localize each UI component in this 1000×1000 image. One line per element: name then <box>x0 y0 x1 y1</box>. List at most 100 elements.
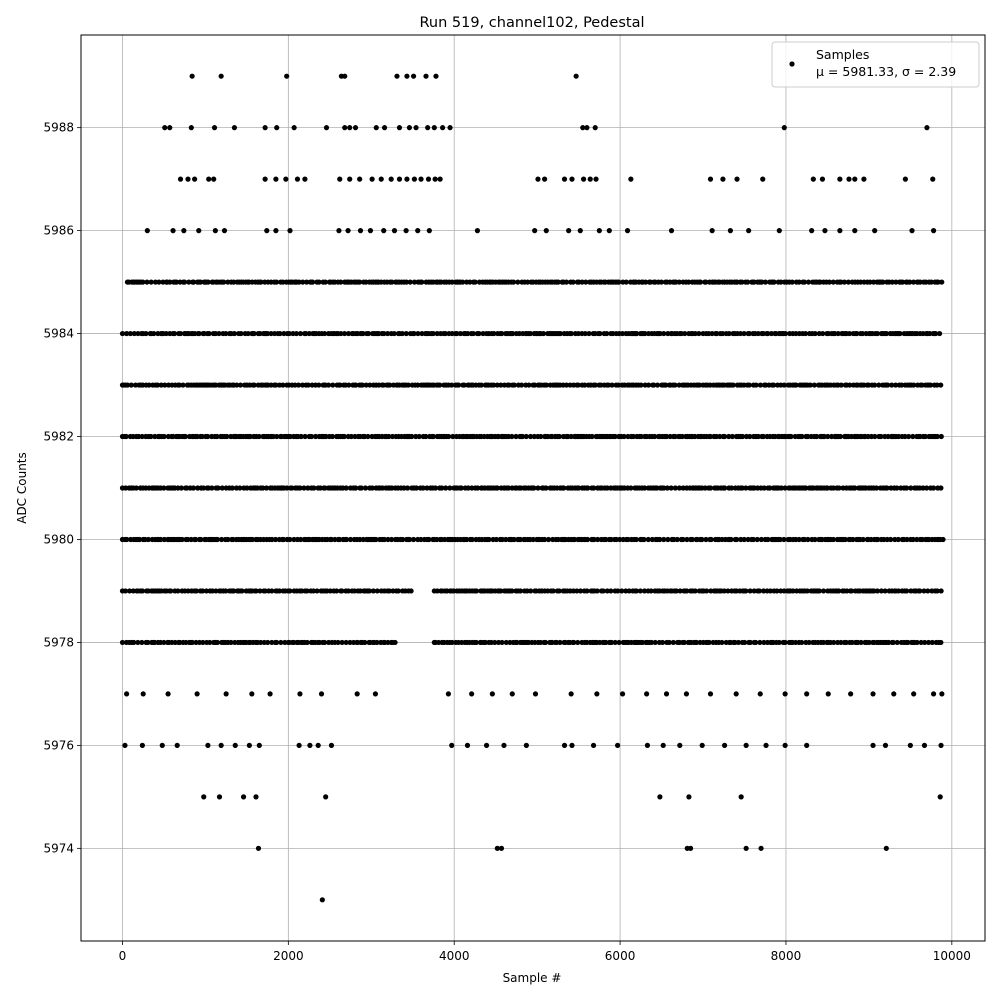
data-point <box>239 588 245 594</box>
data-point <box>205 742 211 748</box>
data-point <box>545 536 552 543</box>
data-point <box>357 279 363 285</box>
data-point <box>223 691 229 697</box>
x-tick-label: 8000 <box>771 949 802 963</box>
data-point <box>924 125 930 131</box>
data-point <box>918 639 924 646</box>
data-point <box>418 536 424 543</box>
data-point <box>917 588 923 594</box>
data-point <box>400 536 406 543</box>
data-point <box>778 279 784 285</box>
data-point <box>442 330 449 337</box>
data-point <box>673 588 680 594</box>
data-point <box>677 742 683 748</box>
data-point <box>273 279 280 285</box>
data-point <box>692 588 698 594</box>
data-point <box>189 639 195 646</box>
data-point <box>413 125 419 131</box>
data-point <box>284 485 290 491</box>
data-point <box>297 691 303 697</box>
data-point <box>880 279 886 285</box>
data-point <box>426 536 432 543</box>
data-point <box>328 742 335 748</box>
data-point <box>322 279 328 285</box>
data-point <box>478 382 484 388</box>
data-point <box>287 536 293 543</box>
data-point <box>830 536 836 543</box>
data-point <box>304 639 310 646</box>
data-point <box>935 279 941 285</box>
data-point <box>119 639 126 646</box>
data-point <box>193 536 199 543</box>
data-point <box>302 176 308 182</box>
data-point <box>135 639 141 646</box>
data-point <box>725 588 731 594</box>
data-point <box>776 639 782 646</box>
data-point <box>219 485 225 491</box>
data-point <box>158 536 164 543</box>
data-point <box>413 485 420 491</box>
data-point <box>489 691 495 697</box>
data-point <box>407 279 413 285</box>
data-point <box>280 382 286 388</box>
data-point <box>161 639 167 646</box>
data-point <box>803 485 809 491</box>
data-point <box>542 176 548 182</box>
data-point <box>805 536 811 543</box>
data-point <box>781 382 787 388</box>
data-point <box>454 330 460 337</box>
data-point <box>692 330 698 337</box>
data-point <box>258 639 264 646</box>
data-point <box>188 125 194 131</box>
data-point <box>357 176 363 182</box>
data-point <box>231 588 237 594</box>
data-point <box>761 485 767 491</box>
data-point <box>645 382 652 388</box>
data-point <box>782 330 789 337</box>
x-tick-label: 2000 <box>273 949 304 963</box>
data-point <box>782 742 788 748</box>
data-point <box>347 536 354 543</box>
data-point <box>193 588 200 594</box>
data-point <box>342 125 348 131</box>
data-point <box>754 536 760 543</box>
data-point <box>510 279 517 285</box>
data-point <box>131 639 137 646</box>
data-point <box>891 691 897 697</box>
data-point <box>337 382 343 388</box>
data-point <box>426 228 432 234</box>
data-point <box>638 433 644 440</box>
data-point <box>600 588 606 594</box>
data-point <box>262 125 268 131</box>
data-point <box>573 73 579 79</box>
data-point <box>122 588 129 594</box>
data-point <box>615 588 621 594</box>
data-point <box>842 536 848 543</box>
data-point <box>934 382 940 388</box>
data-point <box>293 330 300 337</box>
data-point <box>232 742 238 748</box>
data-point <box>728 536 734 543</box>
data-point <box>804 691 810 697</box>
data-point <box>592 125 598 131</box>
data-point <box>140 691 146 697</box>
data-point <box>929 639 935 646</box>
data-point <box>909 228 915 234</box>
data-point <box>483 742 490 748</box>
data-point <box>274 639 280 646</box>
data-point <box>190 485 197 491</box>
data-point <box>256 742 262 748</box>
data-point <box>515 279 521 285</box>
data-point <box>921 742 928 748</box>
data-point <box>206 176 212 182</box>
data-point <box>260 485 266 491</box>
data-point <box>189 73 195 79</box>
data-point <box>804 742 810 748</box>
data-point <box>297 485 303 491</box>
data-points <box>119 73 946 903</box>
data-point <box>584 125 590 131</box>
data-point <box>674 536 680 543</box>
data-point <box>885 382 891 388</box>
data-point <box>277 330 283 337</box>
data-point <box>707 176 714 182</box>
